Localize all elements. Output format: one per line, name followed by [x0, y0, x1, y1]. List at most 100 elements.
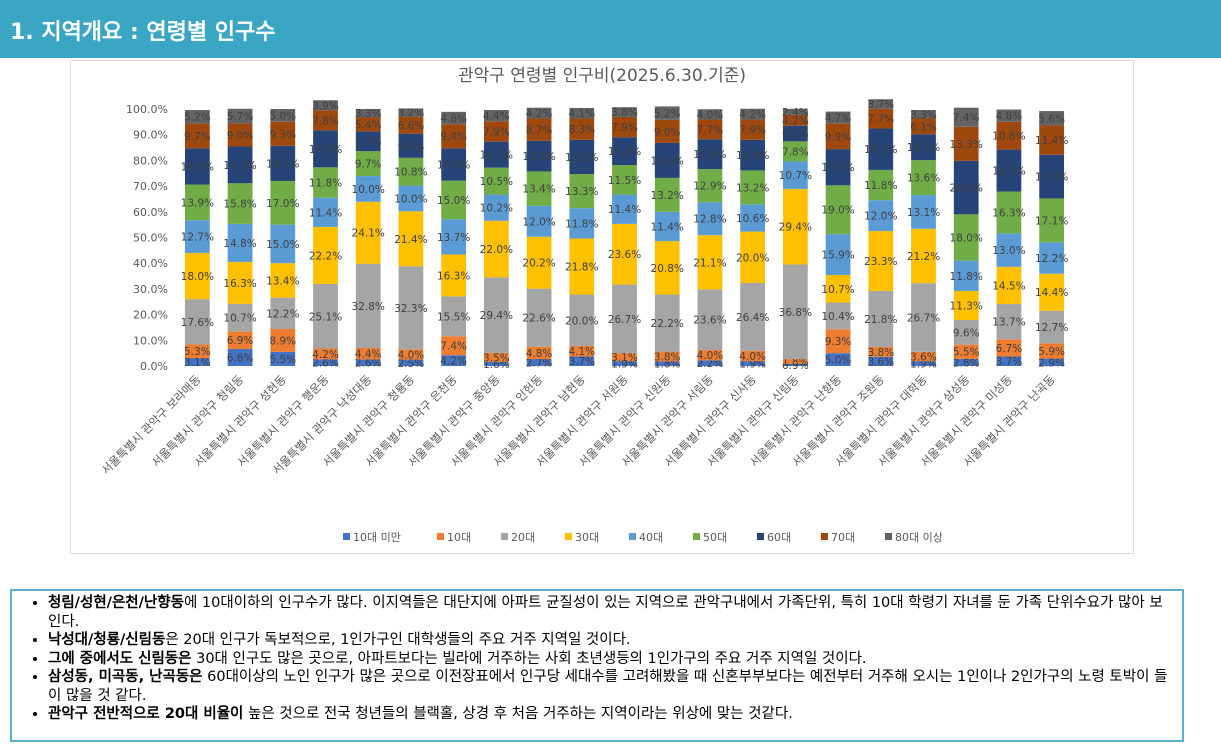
data-label: 15.5%: [437, 311, 470, 323]
data-label: 10.6%: [736, 213, 769, 225]
data-label: 1.8%: [782, 356, 809, 368]
bar-segment: [996, 233, 1022, 267]
data-label: 22.2%: [651, 318, 684, 330]
bar-segment: [483, 220, 509, 278]
bar-segment: [782, 108, 808, 115]
bar-segment: [1039, 343, 1065, 359]
data-label: 21.2%: [907, 251, 940, 263]
bar-segment: [227, 183, 253, 224]
bar-segment: [313, 167, 338, 198]
note-item-text: 에 10대이하의 인구수가 많다. 이지역들은 대단지에 아파트 균질성이 있는…: [48, 595, 1163, 630]
data-label: 9.3%: [825, 336, 852, 348]
data-label: 10.8%: [394, 167, 427, 179]
bar-segment: [911, 283, 936, 352]
bar-segment: [697, 169, 723, 203]
bar-segment: [355, 109, 381, 118]
data-label: 6.9%: [227, 335, 254, 347]
bar-segment: [825, 234, 851, 276]
data-label: 9.9%: [825, 131, 852, 143]
bar-segment: [526, 107, 552, 119]
data-label: 3.8%: [611, 107, 638, 119]
data-label: 7.9%: [739, 125, 766, 137]
data-label: 5.2%: [654, 108, 681, 120]
legend-swatch: [343, 533, 350, 540]
y-tick-label: 30.0%: [133, 283, 168, 296]
data-label: 10.1%: [907, 142, 940, 154]
bar-segment: [911, 134, 936, 161]
data-label: 14.5%: [992, 280, 1025, 292]
bar-segment: [483, 194, 509, 221]
data-label: 3.6%: [867, 356, 894, 368]
data-label: 4.2%: [739, 109, 766, 121]
data-label: 29.4%: [779, 222, 812, 234]
data-label: 10.0%: [394, 193, 427, 205]
data-label: 8.3%: [568, 124, 595, 136]
bar-segment: [654, 106, 680, 120]
data-label: 32.3%: [394, 303, 427, 315]
bar-segment: [868, 99, 894, 109]
legend-label: 30대: [575, 531, 599, 544]
data-label: 11.4%: [309, 207, 342, 219]
bar-segment: [1039, 198, 1065, 243]
data-label: 18.0%: [950, 233, 983, 245]
data-label: 10.2%: [480, 203, 513, 215]
bar-segment: [526, 236, 552, 289]
header-bar: 1. 지역개요 : 연령별 인구수: [0, 0, 1221, 58]
data-label: 7.8%: [782, 146, 809, 158]
bar-segment: [569, 107, 595, 119]
data-label: 3.8%: [654, 351, 681, 363]
bar-segment: [782, 141, 808, 162]
data-label: 10.8%: [992, 131, 1025, 143]
bar-segment: [184, 184, 210, 221]
bar-segment: [868, 231, 894, 291]
bar-segment: [355, 131, 381, 152]
bar-segment: [825, 275, 851, 303]
data-label: 20.8%: [950, 183, 983, 195]
bar-segment: [483, 361, 509, 366]
data-label: 6.6%: [227, 353, 254, 365]
bar-segment: [825, 329, 851, 354]
bar-segment: [441, 124, 467, 149]
data-label: 11.4%: [608, 204, 641, 216]
data-label: 12.6%: [437, 160, 470, 172]
bar-segment: [569, 345, 595, 357]
bar-segment: [953, 160, 979, 215]
note-item-bold: 그에 중에서도 신림동은: [48, 650, 192, 667]
data-label: 4.8%: [996, 111, 1023, 123]
bar-segment: [782, 114, 808, 126]
bar-segment: [740, 282, 766, 351]
note-item: 청림/성현/은천/난향동에 10대이하의 인구수가 많다. 이지역들은 대단지에…: [48, 594, 1172, 631]
legend-label: 50대: [703, 531, 727, 544]
bar-segment: [227, 146, 253, 184]
bar-segment: [569, 356, 595, 366]
chart-title: 관악구 연령별 인구비(2025.6.30.기준): [458, 66, 746, 86]
bar-segment: [441, 219, 467, 255]
legend-label: 20대: [511, 531, 535, 544]
bar-segment: [868, 128, 894, 170]
bar-segment: [355, 117, 381, 132]
data-label: 1.9%: [611, 359, 638, 371]
data-label: 19.0%: [821, 205, 854, 217]
data-label: 2.7%: [526, 358, 553, 370]
bar-segment: [483, 121, 509, 142]
legend-swatch: [501, 533, 508, 540]
data-label: 9.7%: [355, 159, 382, 171]
data-label: 13.7%: [992, 317, 1025, 329]
bar-segment: [740, 170, 766, 205]
data-label: 21.8%: [565, 262, 598, 274]
data-label: 17.0%: [1035, 172, 1068, 184]
data-label: 10.0%: [352, 184, 385, 196]
bar-segment: [1039, 358, 1065, 366]
bar-segment: [569, 238, 595, 295]
legend-swatch: [821, 533, 828, 540]
data-label: 16.3%: [223, 278, 256, 290]
bar-segment: [782, 359, 808, 364]
data-label: 23.6%: [693, 315, 726, 327]
bar-segment: [612, 116, 637, 138]
note-item-bold: 관악구 전반적으로 20대 비율이: [48, 706, 244, 722]
bar-segment: [996, 266, 1022, 305]
data-label: 13.1%: [907, 207, 940, 219]
data-label: 10.7%: [779, 170, 812, 182]
bar-segment: [227, 123, 253, 147]
bar-segment: [868, 290, 894, 347]
